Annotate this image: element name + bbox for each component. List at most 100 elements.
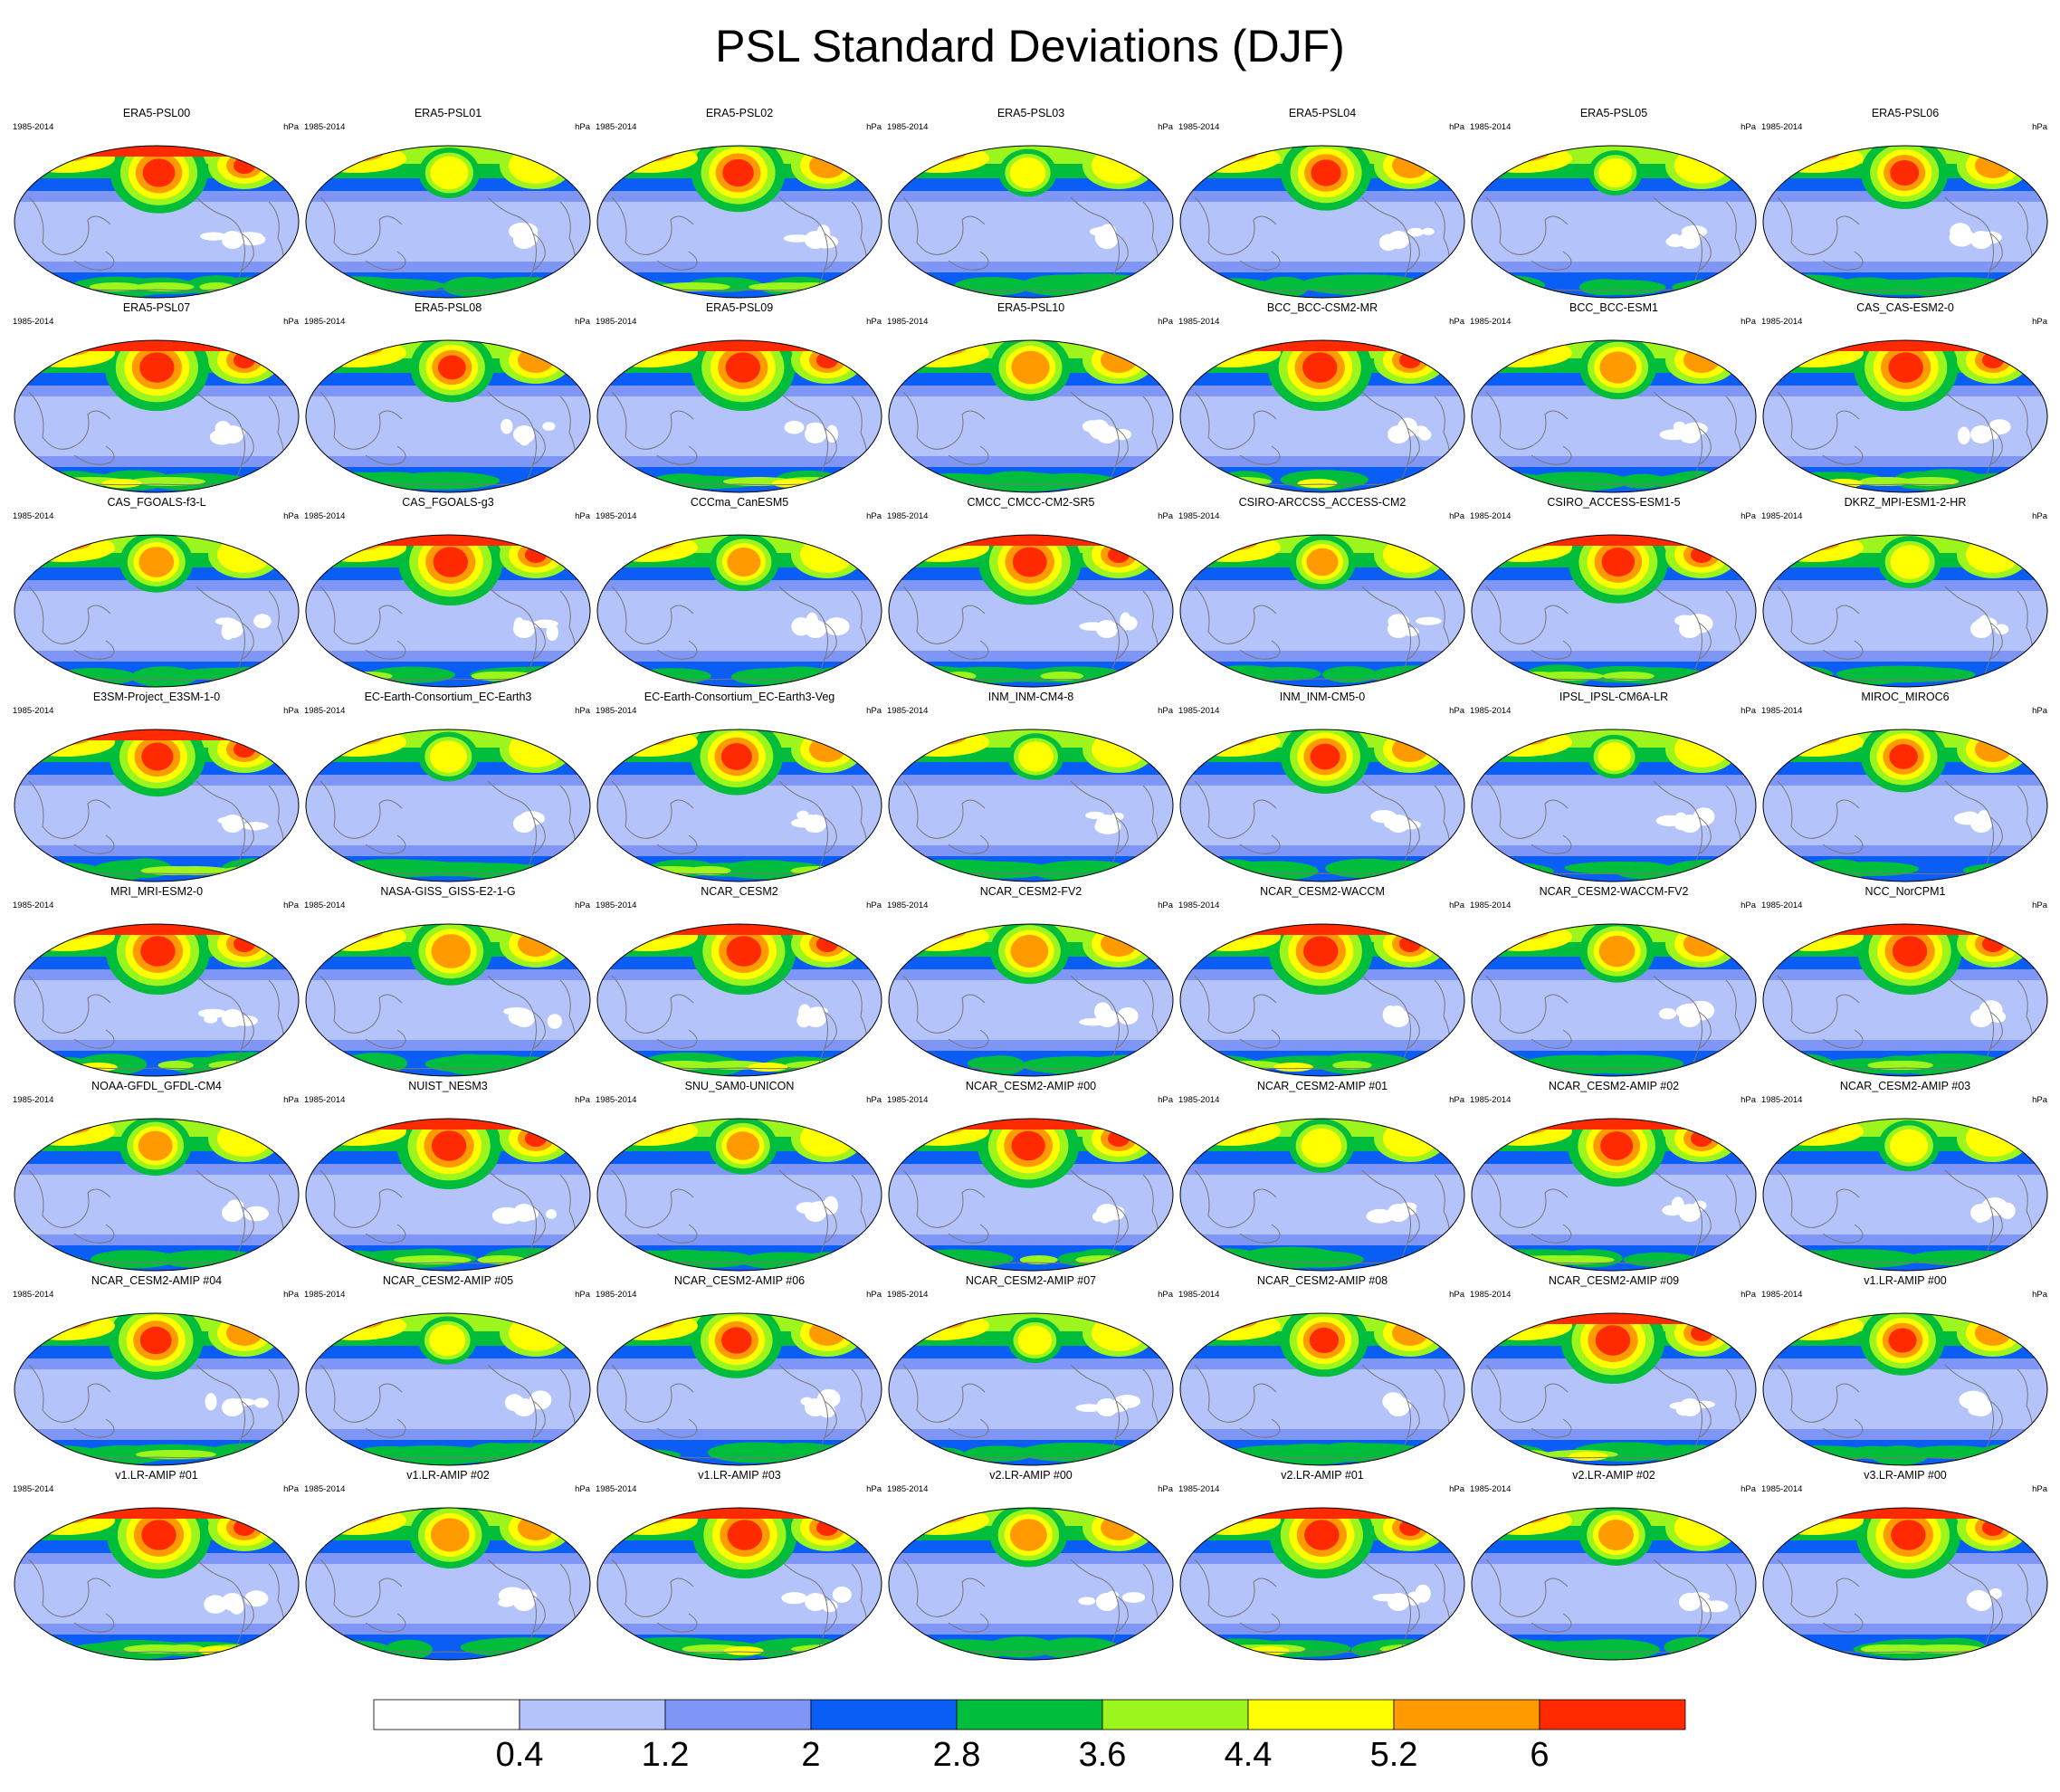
coastline bbox=[73, 1224, 115, 1244]
map-panel: ERA5-PSL03 1985-2014 hPa bbox=[885, 107, 1177, 301]
tropical-min bbox=[1970, 1204, 1992, 1222]
panel-units: hPa bbox=[575, 122, 590, 132]
arctic-max bbox=[612, 1508, 675, 1524]
pacific-max bbox=[1311, 159, 1341, 186]
field-patch bbox=[1602, 672, 1655, 681]
tropical-min bbox=[1970, 620, 1992, 638]
map-svg bbox=[1179, 339, 1465, 493]
map-border bbox=[596, 1312, 882, 1466]
pacific-max bbox=[1010, 934, 1049, 968]
panel-title: NCAR_CESM2 bbox=[701, 885, 778, 898]
tropical-min bbox=[805, 1204, 826, 1222]
tropical-min bbox=[1679, 620, 1701, 638]
arctic-max bbox=[1473, 1313, 1572, 1340]
field-band bbox=[14, 1051, 299, 1076]
arctic-max bbox=[1181, 535, 1281, 562]
tropical-min bbox=[1668, 234, 1682, 246]
panel-title: EC-Earth-Consortium_EC-Earth3 bbox=[364, 691, 532, 703]
panel-period: 1985-2014 bbox=[596, 1484, 637, 1494]
arctic-max bbox=[320, 924, 384, 940]
arctic-max bbox=[612, 924, 675, 940]
arctic-max bbox=[1473, 729, 1572, 757]
tropical-min bbox=[1075, 1404, 1102, 1413]
map-border bbox=[1179, 923, 1465, 1077]
arctic-max bbox=[598, 924, 698, 951]
map-panel: EC-Earth-Consortium_EC-Earth3-Veg 1985-20… bbox=[594, 691, 885, 885]
arctic-max bbox=[621, 1508, 856, 1519]
panel-title: NCAR_CESM2-AMIP #08 bbox=[1256, 1274, 1388, 1287]
pacific-max bbox=[1598, 935, 1636, 967]
field-patch bbox=[910, 1255, 950, 1264]
coastline bbox=[1531, 1613, 1572, 1633]
arctic-max bbox=[1195, 729, 1258, 746]
tropical-min bbox=[513, 425, 535, 443]
coastline bbox=[532, 816, 546, 854]
map-panel: NCAR_CESM2-AMIP #05 1985-2014 hPa bbox=[302, 1274, 594, 1469]
field-patch bbox=[77, 1063, 118, 1072]
coastline bbox=[1485, 1558, 1569, 1617]
pacific-max bbox=[726, 1131, 759, 1160]
arctic-max bbox=[1181, 1313, 1281, 1340]
field-patch bbox=[91, 1250, 177, 1269]
map-border bbox=[1179, 1118, 1465, 1272]
panel-period: 1985-2014 bbox=[1178, 706, 1220, 716]
map-svg bbox=[14, 339, 300, 493]
tropical-min bbox=[205, 1393, 217, 1411]
atlantic-max bbox=[1674, 1510, 1729, 1546]
field-patch bbox=[157, 1061, 195, 1070]
field-patch bbox=[1623, 1252, 1697, 1267]
panel-title: NCAR_CESM2-WACCM bbox=[1260, 885, 1385, 898]
coastline bbox=[656, 251, 698, 271]
panel-units: hPa bbox=[1158, 511, 1173, 521]
coastline bbox=[28, 196, 111, 255]
map-border bbox=[1762, 339, 2048, 493]
coastline bbox=[948, 445, 989, 465]
coastline bbox=[656, 1418, 698, 1438]
coastline bbox=[948, 1029, 989, 1049]
coastline bbox=[948, 640, 989, 660]
arctic-max bbox=[307, 729, 406, 757]
map-border bbox=[305, 534, 591, 688]
panel-units: hPa bbox=[1741, 1095, 1756, 1105]
panel-units: hPa bbox=[866, 1484, 882, 1494]
map-border bbox=[888, 534, 1174, 688]
field-patch bbox=[1537, 1255, 1615, 1264]
map-panel: NCAR_CESM2-AMIP #01 1985-2014 hPa bbox=[1177, 1080, 1468, 1274]
field-patch bbox=[1795, 1249, 1920, 1269]
coastline bbox=[902, 975, 986, 1034]
map-svg bbox=[1179, 1312, 1465, 1466]
coastline bbox=[1485, 391, 1569, 450]
tropical-min bbox=[805, 231, 826, 249]
panel-title: ERA5-PSL07 bbox=[122, 301, 191, 314]
coastline bbox=[948, 251, 989, 271]
map-panel: NCAR_CESM2-WACCM 1985-2014 hPa bbox=[1177, 885, 1468, 1080]
panel-period: 1985-2014 bbox=[887, 1095, 929, 1105]
map-svg bbox=[1471, 1312, 1757, 1466]
field-patch bbox=[657, 282, 730, 291]
map-svg bbox=[596, 534, 882, 688]
panel-units: hPa bbox=[2032, 1484, 2047, 1494]
map-svg bbox=[596, 923, 882, 1077]
arctic-max bbox=[307, 340, 406, 367]
panel-title: NCAR_CESM2-AMIP #06 bbox=[673, 1274, 806, 1287]
panel-period: 1985-2014 bbox=[887, 706, 929, 716]
coastline bbox=[73, 445, 115, 465]
coastline bbox=[902, 196, 986, 255]
coastline bbox=[1485, 975, 1569, 1034]
panel-units: hPa bbox=[1158, 901, 1173, 910]
tropical-min bbox=[1679, 815, 1701, 833]
field-patch bbox=[1837, 277, 1898, 293]
panel-title: NCAR_CESM2-AMIP #02 bbox=[1548, 1080, 1680, 1092]
coastline bbox=[1239, 251, 1281, 271]
map-border bbox=[888, 923, 1174, 1077]
panel-units: hPa bbox=[575, 706, 590, 716]
panel-period: 1985-2014 bbox=[1761, 317, 1803, 327]
arctic-max bbox=[912, 1119, 1148, 1130]
tropical-min bbox=[1970, 1398, 1992, 1416]
coastline bbox=[1698, 816, 1712, 854]
map-svg bbox=[596, 1118, 882, 1272]
tropical-min bbox=[1994, 624, 2009, 635]
arctic-max bbox=[1778, 729, 1841, 746]
arctic-max bbox=[307, 1313, 406, 1340]
coastline bbox=[241, 427, 254, 465]
